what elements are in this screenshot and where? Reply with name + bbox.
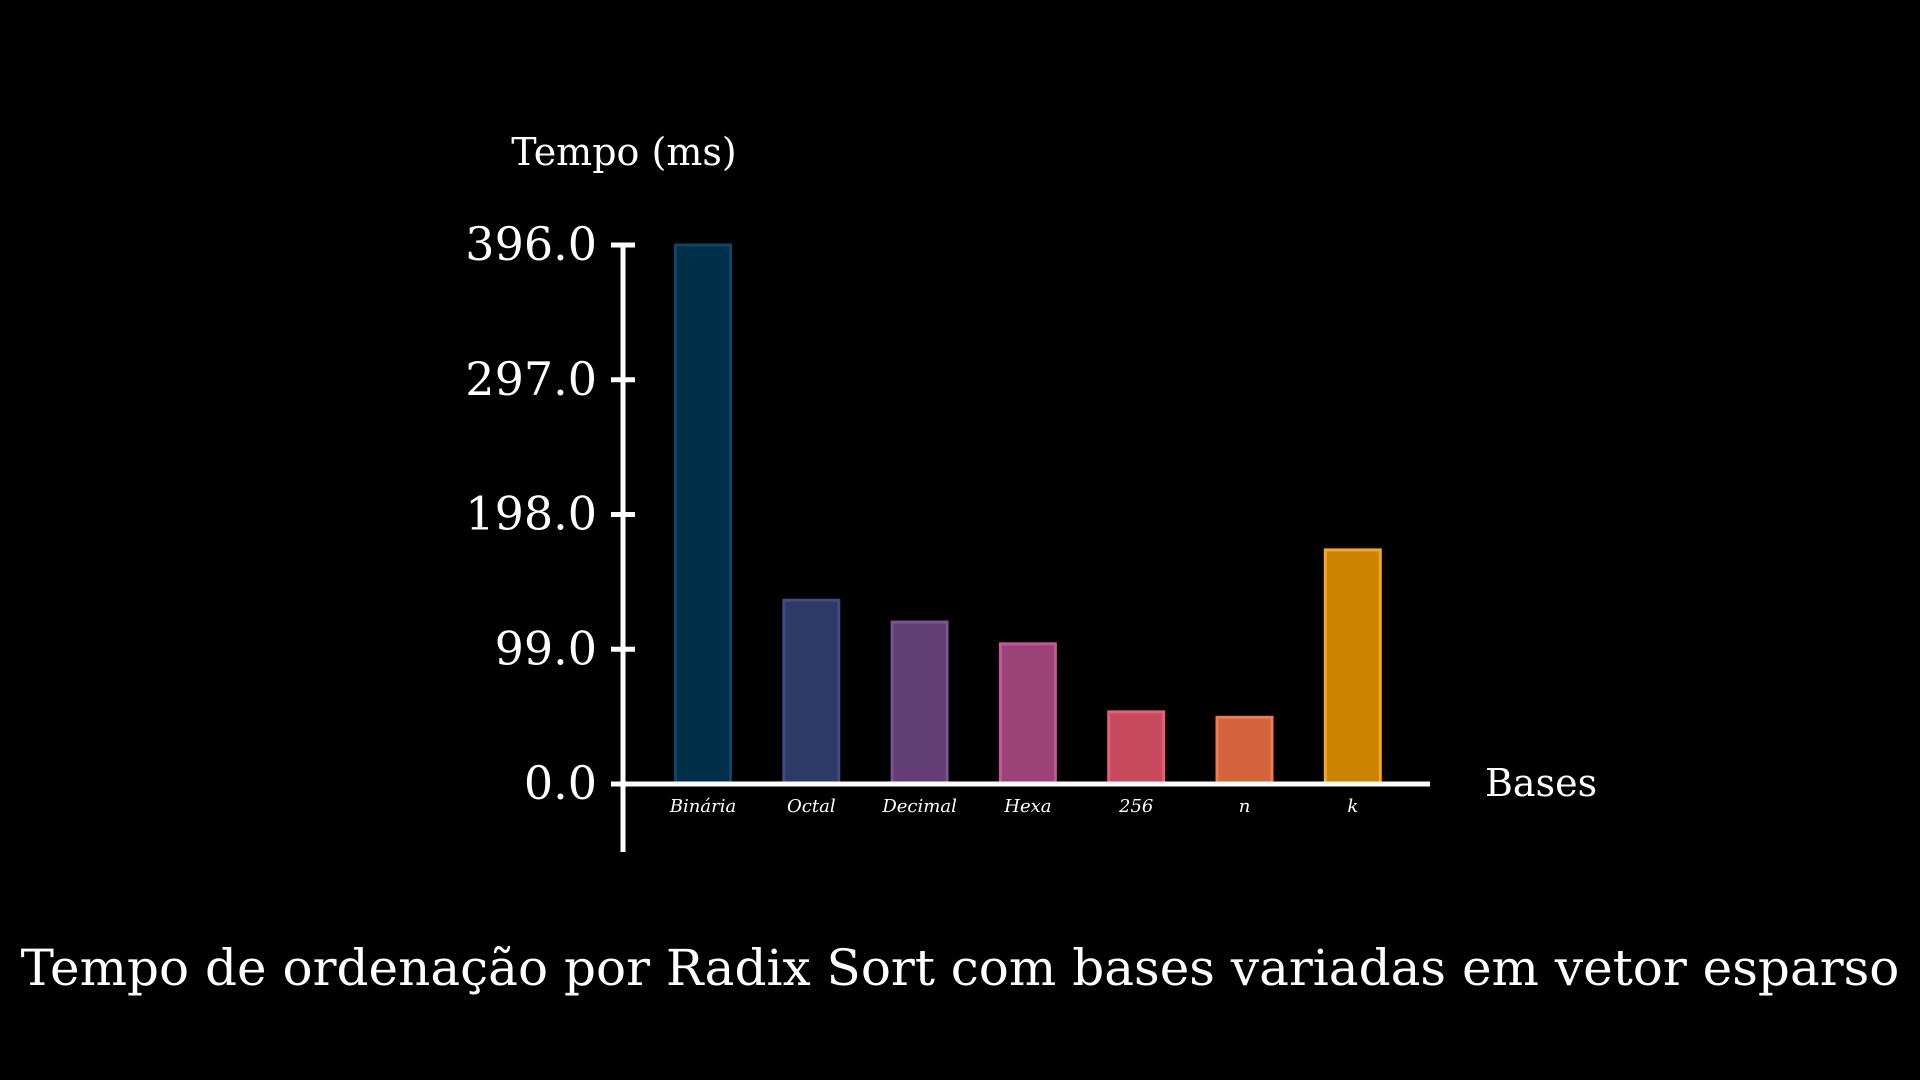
- labels-layer: Binária Octal Decimal Hexa 256 n k 0.0 99.0 198.0…: [465, 217, 1358, 817]
- x-axis-label: Bases: [1485, 761, 1597, 805]
- y-axis-label: Tempo (ms): [511, 130, 736, 174]
- category-label: Hexa: [1003, 796, 1051, 817]
- bar-4: [1107, 710, 1166, 786]
- bar-3: [998, 642, 1057, 786]
- category-label: Octal: [787, 796, 836, 817]
- category-label: k: [1347, 796, 1358, 817]
- category-label: Decimal: [881, 796, 957, 817]
- axes-layer: [611, 242, 1430, 852]
- y-tick-label: 0.0: [524, 756, 597, 810]
- category-label: Binária: [669, 796, 736, 817]
- bar-5: [1215, 715, 1274, 786]
- bar-0: [674, 243, 732, 786]
- bar-1: [782, 598, 841, 786]
- bars-layer: [674, 243, 1382, 786]
- category-label: 256: [1118, 796, 1153, 817]
- y-tick-label: 297.0: [465, 352, 597, 406]
- category-label: n: [1239, 796, 1251, 817]
- chart-title: Tempo de ordenação por Radix Sort com ba…: [21, 939, 1900, 997]
- y-tick-label: 396.0: [465, 217, 597, 271]
- bar-2: [890, 620, 949, 786]
- y-tick-label: 99.0: [495, 621, 597, 675]
- y-tick-label: 198.0: [465, 487, 597, 541]
- bar-6: [1323, 548, 1382, 786]
